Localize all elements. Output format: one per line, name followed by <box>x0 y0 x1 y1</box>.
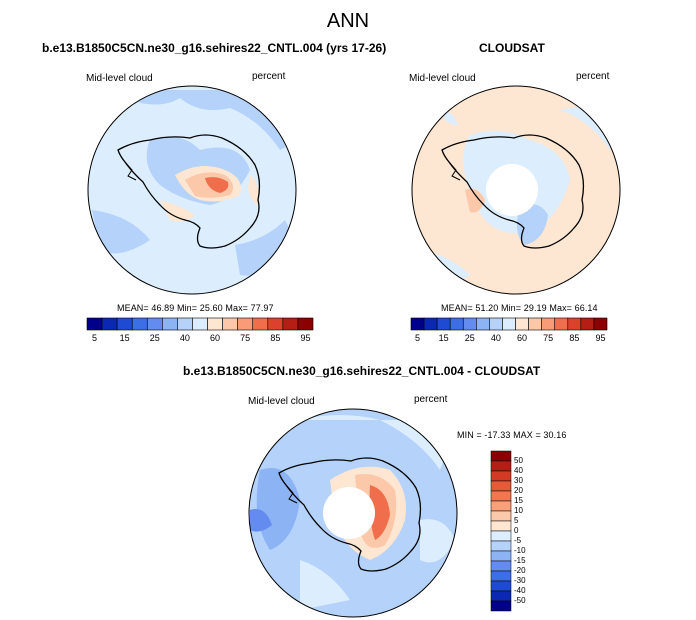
colorbar-tick-label: 40 <box>179 333 190 343</box>
colorbar-tick-label: 40 <box>514 466 523 475</box>
colorbar-swatch <box>567 317 582 331</box>
colorbar-tick-label: 60 <box>210 333 221 343</box>
colorbar-swatch <box>436 317 451 331</box>
colorbar-tick-label: 85 <box>569 333 580 343</box>
colorbar-swatch <box>449 317 464 331</box>
colorbar-swatch <box>490 520 512 532</box>
panel-3-variable-label: Mid-level cloud <box>248 396 315 407</box>
colorbar-swatch <box>267 317 284 331</box>
colorbar-swatch <box>490 580 512 592</box>
colorbar-tick-label: 15 <box>514 496 523 505</box>
colorbar-swatch <box>490 470 512 482</box>
colorbar-swatch <box>131 317 148 331</box>
colorbar-tick-label: 95 <box>595 333 606 343</box>
colorbar-swatch <box>490 450 512 462</box>
colorbar-tick-label: 15 <box>119 333 130 343</box>
colorbar-swatch <box>252 317 269 331</box>
colorbar-swatch <box>237 317 254 331</box>
colorbar-swatch <box>490 600 512 612</box>
colorbar-swatch <box>146 317 163 331</box>
colorbar-tick-label: 5 <box>514 516 519 525</box>
colorbar-tick-label: 15 <box>438 333 449 343</box>
colorbar-tick-label: 0 <box>514 526 519 535</box>
colorbar-swatch <box>101 317 118 331</box>
colorbar-swatch <box>490 570 512 582</box>
colorbar-tick-label: 40 <box>490 333 501 343</box>
colorbar-swatch <box>541 317 556 331</box>
colorbar-swatch <box>476 317 490 331</box>
colorbar-tick-label: 5 <box>92 333 98 343</box>
colorbar-swatch <box>490 530 512 542</box>
panel-3-colorbar <box>490 450 512 612</box>
colorbar-swatch <box>490 550 512 562</box>
colorbar-tick-label: -15 <box>514 556 526 565</box>
panel-1-map <box>87 85 297 295</box>
panel-1-variable-label: Mid-level cloud <box>86 73 153 84</box>
colorbar-tick-label: -50 <box>514 596 526 605</box>
panel-1-stats: MEAN= 46.89 Min= 25.60 Max= 77.97 <box>117 303 274 313</box>
colorbar-swatch <box>162 317 178 331</box>
panel-2-title: CLOUDSAT <box>479 41 545 55</box>
colorbar-swatch <box>86 317 103 331</box>
colorbar-swatch <box>489 317 503 331</box>
colorbar-tick-label: 5 <box>415 333 421 343</box>
colorbar-swatch <box>410 317 425 331</box>
colorbar-swatch <box>502 317 516 331</box>
colorbar-swatch <box>490 590 512 602</box>
colorbar-swatch <box>490 480 512 492</box>
colorbar-tick-label: 20 <box>514 486 523 495</box>
colorbar-tick-label: 30 <box>514 476 523 485</box>
colorbar-swatch <box>177 317 193 331</box>
colorbar-swatch <box>490 560 512 572</box>
colorbar-swatch <box>554 317 569 331</box>
colorbar-swatch <box>593 317 608 331</box>
colorbar-tick-label: -5 <box>514 536 522 545</box>
colorbar-tick-label: -20 <box>514 566 526 575</box>
colorbar-swatch <box>462 317 477 331</box>
panel-3-units-label: percent <box>414 394 448 405</box>
colorbar-swatch <box>282 317 299 331</box>
colorbar-swatch <box>192 317 208 331</box>
colorbar-swatch <box>490 500 512 512</box>
panel-1-colorbar <box>86 317 314 331</box>
colorbar-swatch <box>515 317 529 331</box>
colorbar-swatch <box>423 317 438 331</box>
main-title: ANN <box>326 10 370 32</box>
colorbar-swatch <box>580 317 595 331</box>
colorbar-tick-label: 85 <box>270 333 281 343</box>
colorbar-swatch <box>490 540 512 552</box>
panel-3-title: b.e13.B1850C5CN.ne30_g16.sehires22_CNTL.… <box>183 364 541 378</box>
colorbar-swatch <box>490 490 512 502</box>
panel-2-variable-label: Mid-level cloud <box>409 73 476 84</box>
colorbar-tick-label: 50 <box>514 456 523 465</box>
colorbar-tick-label: -40 <box>514 586 526 595</box>
panel-2-stats: MEAN= 51.20 Min= 29.19 Max= 66.14 <box>441 303 598 313</box>
colorbar-swatch <box>490 460 512 472</box>
colorbar-tick-label: 10 <box>514 506 523 515</box>
panel-1-title: b.e13.B1850C5CN.ne30_g16.sehires22_CNTL.… <box>42 41 387 55</box>
panel-1-units-label: percent <box>252 71 286 82</box>
panel-3-map <box>248 408 458 618</box>
colorbar-tick-label: 95 <box>300 333 311 343</box>
panel-2-units-label: percent <box>576 71 610 82</box>
colorbar-swatch <box>297 317 314 331</box>
colorbar-tick-label: 75 <box>543 333 554 343</box>
panel-2-map <box>411 85 621 295</box>
colorbar-swatch <box>490 510 512 522</box>
panel-2-colorbar <box>410 317 608 331</box>
colorbar-tick-label: 25 <box>464 333 475 343</box>
colorbar-swatch <box>528 317 542 331</box>
colorbar-swatch <box>222 317 238 331</box>
panel-3-stats: MIN = -17.33 MAX = 30.16 <box>457 430 567 440</box>
colorbar-tick-label: -30 <box>514 576 526 585</box>
colorbar-swatch <box>116 317 133 331</box>
colorbar-tick-label: 25 <box>149 333 160 343</box>
colorbar-swatch <box>207 317 223 331</box>
colorbar-tick-label: 75 <box>240 333 251 343</box>
colorbar-tick-label: -10 <box>514 546 526 555</box>
colorbar-tick-label: 60 <box>517 333 528 343</box>
